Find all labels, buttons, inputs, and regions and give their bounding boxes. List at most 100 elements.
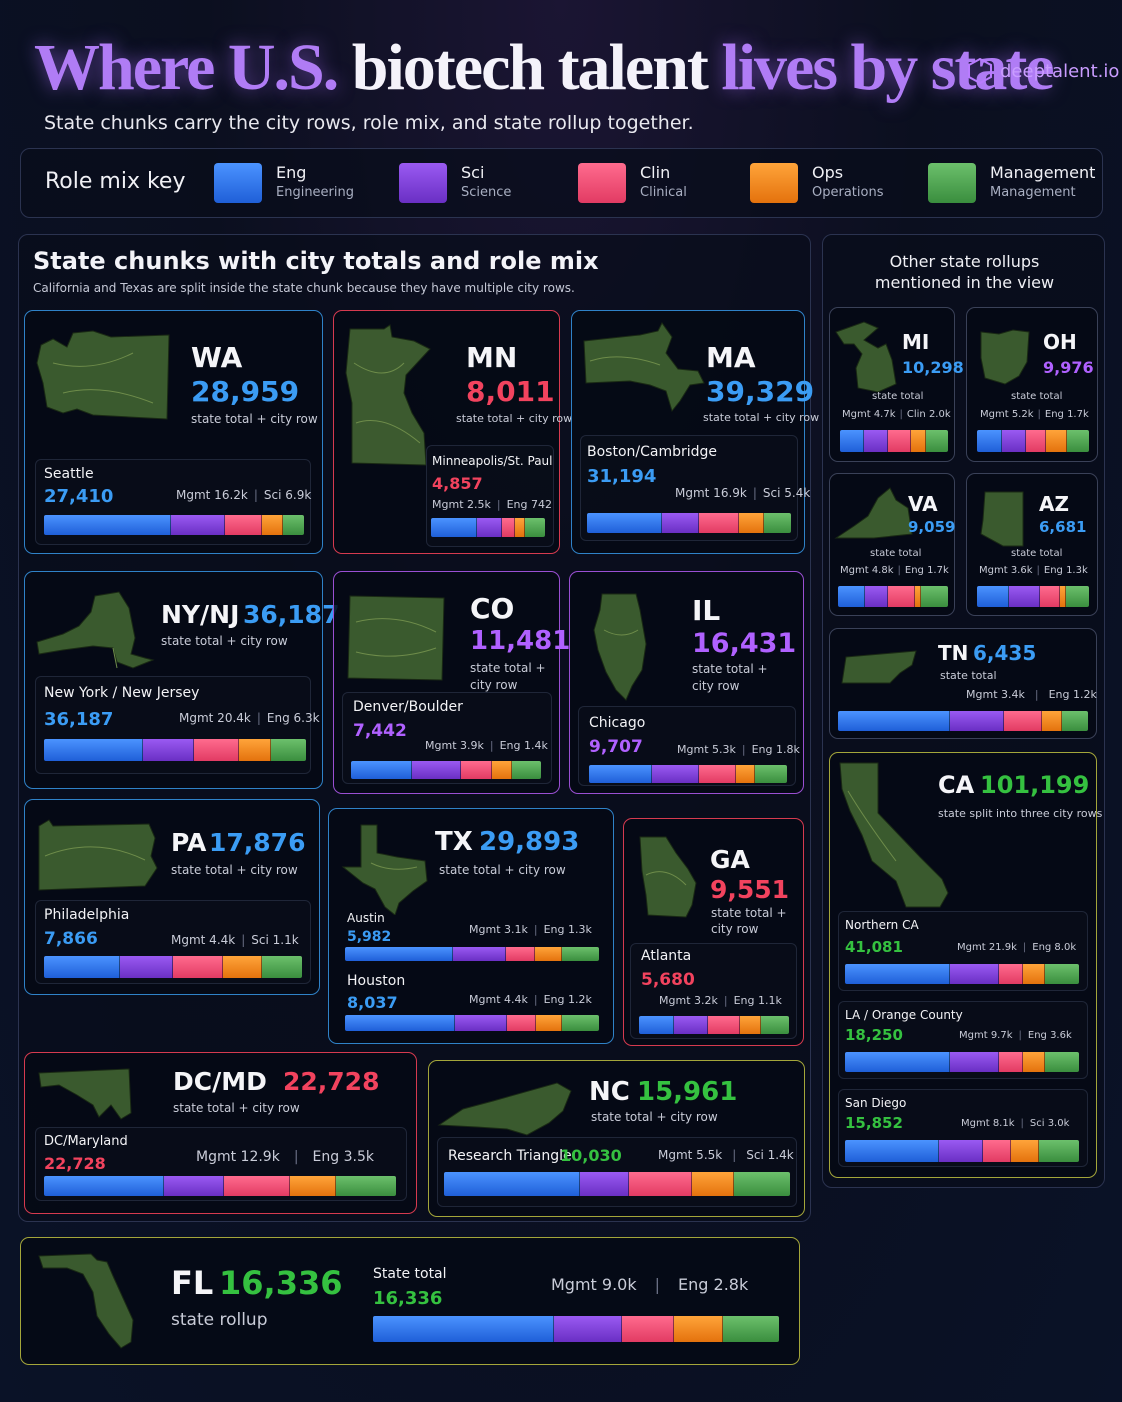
title-part3: lives by state	[721, 31, 1054, 104]
city-total: 16,336	[373, 1288, 443, 1309]
state-label: state total + city row	[191, 412, 318, 426]
city-name: Austin	[347, 911, 385, 925]
city-row: Seattle 27,410 Mgmt 16.2k | Sci 6.9k	[35, 459, 311, 545]
bar-segment-mgmt	[512, 761, 541, 779]
bar-segment-ops	[223, 956, 263, 978]
mix-a: Mgmt 5.3k	[677, 743, 736, 756]
state-card-mi[interactable]: MI 10,298 state total Mgmt 4.7k | Clin 2.0…	[829, 307, 964, 462]
key-name: Science	[461, 185, 512, 200]
mix-b: Eng 3.5k	[312, 1149, 374, 1165]
state-card-fl[interactable]: FL 16,336 state rollup State total 16,33…	[20, 1237, 800, 1365]
bar-segment-mgmt	[271, 739, 306, 761]
bar-segment-mgmt	[561, 947, 599, 961]
bar-segment-ops	[514, 518, 525, 537]
bar-segment-clin	[506, 947, 536, 961]
mix-b: Eng 1.7k	[904, 565, 949, 576]
state-card-mn[interactable]: MN 8,011 state total + city row Minneapo…	[333, 310, 572, 554]
mix-b: Eng 2.8k	[678, 1275, 749, 1294]
state-card-wa[interactable]: WA 28,959 state total + city row Seattle…	[24, 310, 323, 554]
tennessee-map-icon	[841, 650, 917, 684]
role-mix-key: Role mix key Eng Engineering Sci Science C…	[20, 148, 1103, 218]
mix-a: Mgmt 4.7k	[842, 409, 896, 420]
state-card-oh[interactable]: OH 9,976 state total Mgmt 5.2k | Eng 1.7k	[966, 307, 1098, 462]
city-name: Seattle	[44, 466, 94, 482]
state-total: 10,298	[902, 358, 964, 377]
city-row: Atlanta 5,680 Mgmt 3.2k | Eng 1.1k	[630, 943, 797, 1039]
mix-b: Eng 1.2k	[543, 993, 592, 1006]
mix-b: Eng 8.0k	[1032, 942, 1077, 953]
state-total: 11,481	[470, 626, 571, 656]
state-total: 101,199	[980, 771, 1090, 799]
bar-segment-ops	[738, 513, 764, 533]
role-mix-bar	[838, 711, 1088, 731]
bar-segment-sci	[1009, 586, 1040, 607]
state-card-tx[interactable]: TX 29,893 state total + city row Austin …	[328, 808, 614, 1044]
mix-b: Eng 1.4k	[499, 739, 548, 752]
city-mix-text: Mgmt 21.9k | Eng 8.0k	[957, 942, 1077, 953]
bar-segment-eng	[431, 518, 477, 537]
bar-segment-mgmt	[1066, 586, 1089, 607]
city-total: 9,707	[589, 737, 643, 757]
main-title: State chunks with city totals and role m…	[33, 247, 599, 275]
brand-link[interactable]: deeptalent.io	[968, 58, 1119, 84]
bar-segment-eng	[44, 956, 121, 978]
bar-segment-ops	[1022, 964, 1045, 984]
main-subtitle: California and Texas are split inside th…	[33, 281, 575, 295]
mix-text: Mgmt 3.4k | Eng 1.2k	[966, 688, 1097, 701]
city-row-la-orange-county: LA / Orange County 18,250 Mgmt 9.7k | Eng …	[838, 1001, 1088, 1079]
state-card-ga[interactable]: GA 9,551 state total + city row Atlanta …	[623, 818, 804, 1046]
bar-segment-sci	[949, 964, 999, 984]
texas-map-icon	[341, 824, 428, 915]
bar-segment-mgmt	[760, 1016, 789, 1034]
side-title: Other state rollups mentioned in the vie…	[874, 252, 1055, 292]
bar-segment-mgmt	[1044, 1052, 1079, 1072]
state-card-il[interactable]: IL 16,431 state total + city row Chicago…	[569, 571, 804, 794]
state-card-tn[interactable]: TN 6,435 state total Mgmt 3.4k | Eng 1.2k	[829, 628, 1097, 739]
state-label: state total + city row	[456, 412, 573, 425]
new-york-map-icon	[36, 591, 155, 669]
key-swatch	[750, 163, 798, 203]
state-abbr: CA	[938, 771, 975, 799]
city-row: Research Triangle 10,030 Mgmt 5.5k | Sci 1…	[437, 1137, 797, 1207]
mix-a: Mgmt 3.9k	[425, 739, 484, 752]
role-mix-bar	[44, 739, 306, 761]
state-card-nc[interactable]: NC 15,961 state total + city row Researc…	[428, 1060, 805, 1217]
state-abbr: AZ	[1039, 492, 1069, 516]
state-card-ca[interactable]: CA 101,199 state split into three city r…	[829, 752, 1102, 1178]
state-card-ma[interactable]: MA 39,329 state total + city row Boston/…	[571, 310, 819, 554]
state-card-va[interactable]: VA 9,059 state total Mgmt 4.8k | Eng 1.7k	[829, 473, 955, 616]
state-card-co[interactable]: CO 11,481 state total + city row Denver/…	[333, 571, 570, 794]
city-total: 8,037	[347, 993, 398, 1012]
key-abbr: Eng	[276, 163, 307, 182]
bar-segment-eng	[444, 1172, 581, 1196]
mix-b: Eng 1.3k	[1043, 565, 1088, 576]
bar-segment-ops	[692, 1172, 735, 1196]
bar-segment-ops	[290, 1176, 337, 1196]
bar-segment-clin	[629, 1172, 693, 1196]
bar-segment-clin	[983, 1140, 1012, 1162]
state-card-nynj[interactable]: NY/NJ 36,187 state total + city row New …	[24, 571, 339, 789]
state-card-az[interactable]: AZ 6,681 state total Mgmt 3.6k | Eng 1.3k	[966, 473, 1098, 616]
role-mix-bar	[44, 1176, 396, 1196]
bar-segment-mgmt	[336, 1176, 396, 1196]
bar-segment-clin	[998, 964, 1023, 984]
state-card-dcmd[interactable]: DC/MD 22,728 state total + city row DC/M…	[24, 1052, 417, 1214]
state-card-pa[interactable]: PA 17,876 state total + city row Philade…	[24, 799, 320, 995]
city-mix-text: Mgmt 20.4k | Eng 6.3k	[179, 711, 320, 725]
bar-segment-eng	[845, 1140, 939, 1162]
city-total: 18,250	[845, 1026, 903, 1044]
city-name: Philadelphia	[44, 907, 130, 923]
city-row-san-diego: San Diego 15,852 Mgmt 8.1k | Sci 3.0k	[838, 1089, 1088, 1167]
key-abbr: Sci	[461, 163, 485, 182]
mix-a: Mgmt 5.5k	[658, 1148, 723, 1162]
mix-a: Mgmt 4.4k	[469, 993, 528, 1006]
state-total: 9,976	[1043, 358, 1094, 377]
mix-text: Mgmt 4.7k | Clin 2.0k	[842, 409, 951, 420]
mix-b: Sci 1.1k	[251, 933, 299, 947]
city-row: Minneapolis/St. Paul 4,857 Mgmt 2.5k | Eng…	[426, 445, 554, 547]
bar-segment-clin	[1039, 586, 1061, 607]
bar-segment-mgmt	[262, 956, 302, 978]
bar-segment-sci	[949, 1052, 999, 1072]
state-abbr: IL	[692, 594, 721, 627]
bar-segment-sci	[142, 739, 194, 761]
